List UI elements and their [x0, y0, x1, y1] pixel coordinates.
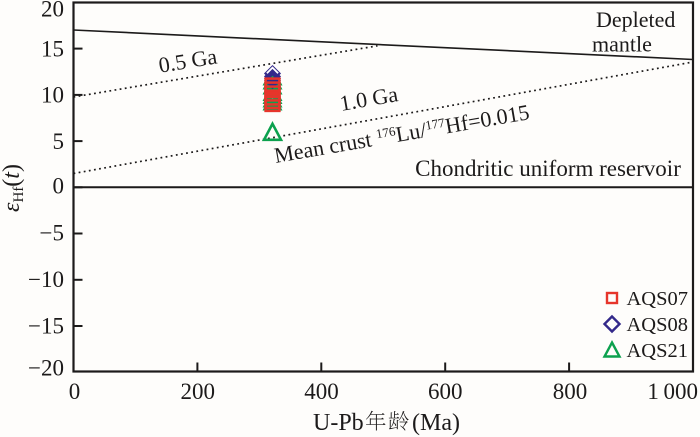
- svg-text:(Ma): (Ma): [412, 410, 460, 436]
- svg-text:Depleted: Depleted: [596, 7, 675, 32]
- svg-text:−5: −5: [40, 220, 64, 245]
- svg-text:εHf(t): εHf(t): [0, 164, 27, 212]
- svg-text:−20: −20: [28, 355, 64, 380]
- svg-text:15: 15: [41, 36, 64, 61]
- svg-text:10: 10: [41, 83, 64, 108]
- svg-text:AQS21: AQS21: [627, 340, 689, 362]
- svg-text:600: 600: [428, 379, 463, 404]
- svg-text:5: 5: [53, 129, 65, 154]
- svg-text:U-Pb: U-Pb: [313, 410, 364, 436]
- svg-text:−10: −10: [28, 267, 64, 292]
- svg-text:mantle: mantle: [592, 32, 652, 57]
- svg-text:400: 400: [304, 379, 339, 404]
- svg-text:AQS07: AQS07: [627, 288, 689, 310]
- svg-text:20: 20: [41, 0, 64, 21]
- svg-text:−15: −15: [28, 313, 64, 338]
- svg-text:200: 200: [181, 379, 216, 404]
- svg-text:1 000: 1 000: [647, 379, 698, 404]
- svg-text:0: 0: [53, 173, 65, 198]
- svg-text:0: 0: [69, 379, 81, 404]
- svg-text:800: 800: [553, 379, 588, 404]
- svg-text:AQS08: AQS08: [627, 314, 689, 336]
- svg-text:Chondritic uniform reservoir: Chondritic uniform reservoir: [415, 156, 681, 181]
